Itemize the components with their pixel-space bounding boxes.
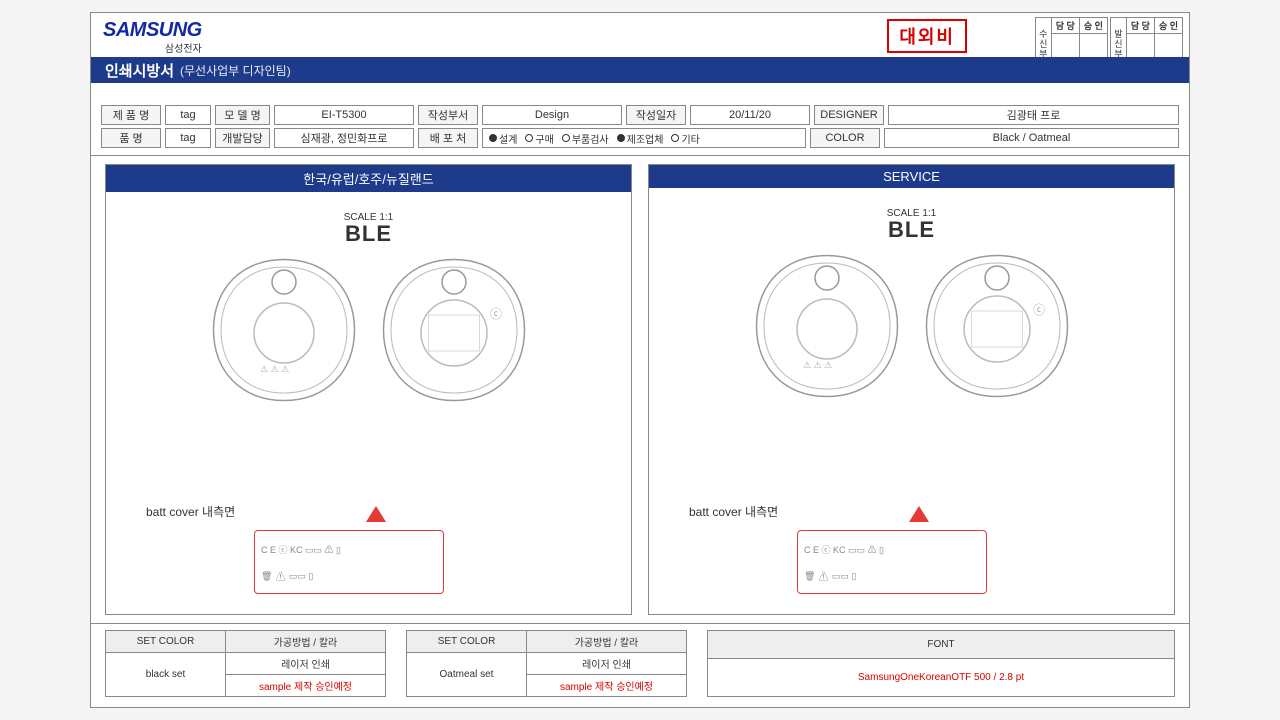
approval-col: 승 인 (1079, 18, 1107, 34)
panel-left: 한국/유럽/호주/뉴질랜드 SCALE 1:1 BLE ⚠ ⚠ ⚠ ⓒ batt… (105, 164, 632, 615)
distribution-options: 설계 구매 부품검사 제조업체 기타 (482, 128, 806, 148)
ft-row: 레이저 인쇄 (527, 653, 687, 675)
header: SAMSUNG 삼성전자 대외비 수신부서 담 당 승 인 발신부서 담 당 승… (91, 13, 1189, 99)
batt-cover-label: batt cover 내측면 (146, 503, 235, 520)
dist-option: 기타 (671, 131, 699, 146)
meta-label: 개발담당 (215, 128, 270, 148)
ft-head: SET COLOR (106, 631, 226, 653)
meta-row-2: 품 명 tag 개발담당 심재광, 정민화프로 배 포 처 설계 구매 부품검사 제조… (101, 128, 1179, 148)
title-bar: 인쇄시방서 (무선사업부 디자인팀) (91, 57, 1189, 83)
device-outline-1: ⚠ ⚠ ⚠ (752, 251, 902, 401)
font-spec: SamsungOneKoreanOTF 500 / 2.8 pt (708, 659, 1175, 697)
ft-set: black set (106, 653, 226, 697)
svg-text:⚠ ⚠ ⚠: ⚠ ⚠ ⚠ (803, 360, 832, 370)
svg-text:ⓒ: ⓒ (490, 307, 502, 321)
footer-tables: SET COLOR가공방법 / 칼라 black set레이저 인쇄 sampl… (91, 624, 1189, 707)
callout-line: C E ⓒ KC ▭▭ ⚠ ▯ (261, 543, 437, 556)
batt-cover-label: batt cover 내측면 (689, 503, 778, 520)
callout-box: C E ⓒ KC ▭▭ ⚠ ▯ 🗑 ⚠ ▭▭ ▯ (797, 530, 987, 594)
device-outline-2: ⓒ (922, 251, 1072, 401)
panel-title: SERVICE (649, 165, 1174, 188)
meta-row-1: 제 품 명 tag 모 델 명 EI-T5300 작성부서 Design 작성일… (101, 105, 1179, 125)
meta-label: DESIGNER (814, 105, 884, 125)
ft-row: sample 제작 승인예정 (527, 675, 687, 697)
ft-head: FONT (708, 631, 1175, 659)
meta-block: 제 품 명 tag 모 델 명 EI-T5300 작성부서 Design 작성일… (91, 99, 1189, 155)
device-outline-2: ⓒ (379, 255, 529, 405)
doc-title: 인쇄시방서 (105, 60, 174, 81)
meta-label: 작성부서 (418, 105, 478, 125)
ft-row: 레이저 인쇄 (226, 653, 386, 675)
ft-head: 가공방법 / 칼라 (226, 631, 386, 653)
ble-text: BLE (345, 221, 392, 247)
ft-head: SET COLOR (407, 631, 527, 653)
approval-col: 승 인 (1154, 18, 1182, 34)
panel-body: SCALE 1:1 BLE ⚠ ⚠ ⚠ ⓒ batt cover 내측면 C E… (106, 192, 631, 614)
meta-label: 품 명 (101, 128, 161, 148)
meta-label: 작성일자 (626, 105, 686, 125)
meta-value: 20/11/20 (690, 105, 810, 125)
ft-set: Oatmeal set (407, 653, 527, 697)
meta-label: 모 델 명 (215, 105, 270, 125)
panel-title: 한국/유럽/호주/뉴질랜드 (106, 165, 631, 192)
logo-block: SAMSUNG 삼성전자 (91, 13, 214, 99)
meta-value: tag (165, 105, 211, 125)
dist-option: 제조업체 (617, 131, 664, 146)
meta-value: tag (165, 128, 211, 148)
samsung-sub: 삼성전자 (103, 40, 202, 55)
ble-text: BLE (888, 217, 935, 243)
svg-text:⚠ ⚠ ⚠: ⚠ ⚠ ⚠ (260, 364, 289, 374)
footer-table-1: SET COLOR가공방법 / 칼라 black set레이저 인쇄 sampl… (105, 630, 386, 697)
dist-option: 구매 (525, 131, 553, 146)
meta-label: COLOR (810, 128, 880, 148)
footer-font-table: FONT SamsungOneKoreanOTF 500 / 2.8 pt (707, 630, 1175, 697)
device-drawings: ⚠ ⚠ ⚠ ⓒ (752, 251, 1072, 401)
main-area: 한국/유럽/호주/뉴질랜드 SCALE 1:1 BLE ⚠ ⚠ ⚠ ⓒ batt… (91, 155, 1189, 624)
callout-line: 🗑 ⚠ ▭▭ ▯ (261, 571, 437, 582)
meta-label: 제 품 명 (101, 105, 161, 125)
footer-table-2: SET COLOR가공방법 / 칼라 Oatmeal set레이저 인쇄 sam… (406, 630, 687, 697)
samsung-logo: SAMSUNG (103, 19, 202, 42)
panel-body: SCALE 1:1 BLE ⚠ ⚠ ⚠ ⓒ batt cover 내측면 C E… (649, 188, 1174, 614)
callout-line: C E ⓒ KC ▭▭ ⚠ ▯ (804, 543, 980, 556)
svg-text:ⓒ: ⓒ (1033, 303, 1045, 317)
panel-right: SERVICE SCALE 1:1 BLE ⚠ ⚠ ⚠ ⓒ batt cover… (648, 164, 1175, 615)
ft-head: 가공방법 / 칼라 (527, 631, 687, 653)
spec-document: SAMSUNG 삼성전자 대외비 수신부서 담 당 승 인 발신부서 담 당 승… (90, 12, 1190, 708)
approval-col: 담 당 (1126, 18, 1154, 34)
device-drawings: ⚠ ⚠ ⚠ ⓒ (209, 255, 529, 405)
arrow-icon (366, 506, 386, 522)
meta-value: 김광태 프로 (888, 105, 1179, 125)
approval-col: 담 당 (1051, 18, 1079, 34)
confidential-stamp: 대외비 (887, 19, 967, 53)
device-outline-1: ⚠ ⚠ ⚠ (209, 255, 359, 405)
dist-option: 부품검사 (562, 131, 609, 146)
meta-label: 배 포 처 (418, 128, 478, 148)
meta-value: Black / Oatmeal (884, 128, 1179, 148)
ft-row: sample 제작 승인예정 (226, 675, 386, 697)
meta-value: Design (482, 105, 622, 125)
callout-box: C E ⓒ KC ▭▭ ⚠ ▯ 🗑 ⚠ ▭▭ ▯ (254, 530, 444, 594)
arrow-icon (909, 506, 929, 522)
dist-option: 설계 (489, 131, 517, 146)
callout-line: 🗑 ⚠ ▭▭ ▯ (804, 571, 980, 582)
doc-subtitle: (무선사업부 디자인팀) (180, 62, 291, 79)
meta-value: EI-T5300 (274, 105, 414, 125)
meta-value: 심재광, 정민화프로 (274, 128, 414, 148)
